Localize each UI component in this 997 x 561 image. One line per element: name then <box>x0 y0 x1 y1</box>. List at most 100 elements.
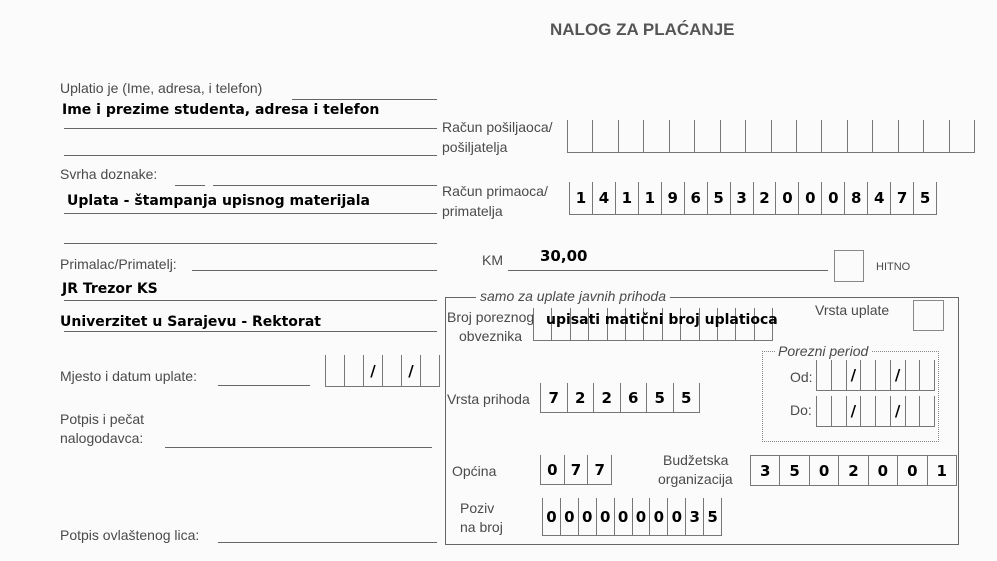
digit-cell[interactable]: 0 <box>595 498 614 535</box>
digit-cell[interactable]: 4 <box>591 182 615 214</box>
digit-cell[interactable] <box>719 120 745 152</box>
digit-cell[interactable]: 0 <box>667 498 685 535</box>
digit-cell[interactable] <box>624 308 643 340</box>
digit-cell[interactable]: 5 <box>703 498 723 535</box>
digit-cell[interactable]: 0 <box>867 456 897 485</box>
urgent-checkbox[interactable] <box>834 250 864 282</box>
digit-cell[interactable]: 2 <box>593 383 620 412</box>
digit-cell[interactable]: 0 <box>613 498 632 535</box>
digit-cell[interactable] <box>698 308 717 340</box>
digit-cell[interactable]: 0 <box>649 498 667 535</box>
digit-cell[interactable] <box>875 396 890 426</box>
digit-cell[interactable] <box>606 308 625 340</box>
digit-cell[interactable] <box>420 355 440 386</box>
digit-cell[interactable]: 0 <box>798 182 821 214</box>
digit-cell[interactable]: 0 <box>897 456 926 485</box>
to-date-boxes[interactable]: / / <box>816 396 935 427</box>
digit-cell[interactable] <box>382 355 401 386</box>
digit-cell[interactable]: 7 <box>563 455 588 484</box>
digit-cell[interactable] <box>344 355 363 386</box>
digit-cell[interactable] <box>770 120 796 152</box>
digit-cell[interactable] <box>588 308 606 340</box>
taxpayer-boxes[interactable] <box>533 308 774 341</box>
digit-cell[interactable] <box>830 360 846 390</box>
digit-cell[interactable] <box>617 120 643 152</box>
digit-cell[interactable]: 5 <box>706 182 730 214</box>
digit-cell[interactable] <box>735 308 753 340</box>
digit-cell[interactable] <box>860 396 875 426</box>
digit-cell[interactable]: 5 <box>646 383 673 412</box>
amount-field[interactable]: 30,00 <box>540 247 588 265</box>
digit-cell[interactable]: / <box>845 396 861 426</box>
digit-cell[interactable]: 8 <box>844 182 867 214</box>
digit-cell[interactable] <box>904 360 920 390</box>
digit-cell[interactable] <box>923 120 948 152</box>
digit-cell[interactable]: / <box>363 355 382 386</box>
digit-cell[interactable]: 1 <box>569 182 592 214</box>
digit-cell[interactable]: 0 <box>775 182 798 214</box>
digit-cell[interactable]: 1 <box>637 182 661 214</box>
digit-cell[interactable] <box>860 360 875 390</box>
digit-cell[interactable]: 0 <box>540 455 564 484</box>
digit-cell[interactable] <box>745 120 770 152</box>
digit-cell[interactable] <box>661 308 680 340</box>
digit-cell[interactable] <box>846 120 872 152</box>
digit-cell[interactable]: 5 <box>913 182 937 214</box>
payer-field[interactable]: Ime i prezime studenta, adresa i telefon <box>62 102 380 118</box>
digit-cell[interactable] <box>897 120 923 152</box>
digit-cell[interactable]: 0 <box>559 498 578 535</box>
digit-cell[interactable] <box>816 396 831 426</box>
digit-cell[interactable] <box>680 308 698 340</box>
digit-cell[interactable] <box>830 396 846 426</box>
digit-cell[interactable]: 1 <box>614 182 638 214</box>
digit-cell[interactable] <box>716 308 735 340</box>
digit-cell[interactable]: 0 <box>542 498 560 535</box>
digit-cell[interactable]: 1 <box>926 456 957 485</box>
digit-cell[interactable]: / <box>845 360 861 390</box>
digit-cell[interactable] <box>919 360 935 390</box>
digit-cell[interactable]: 3 <box>729 182 753 214</box>
digit-cell[interactable]: 0 <box>821 182 844 214</box>
digit-cell[interactable] <box>948 120 975 152</box>
from-date-boxes[interactable]: / / <box>816 360 935 391</box>
payment-type-box[interactable] <box>913 300 944 331</box>
digit-cell[interactable]: 0 <box>808 456 838 485</box>
digit-cell[interactable] <box>753 308 774 340</box>
digit-cell[interactable]: 4 <box>867 182 890 214</box>
recipient-field-1[interactable]: JR Trezor KS <box>62 281 158 297</box>
digit-cell[interactable] <box>643 120 668 152</box>
digit-cell[interactable]: 7 <box>587 455 613 484</box>
recipient-field-2[interactable]: Univerzitet u Sarajevu - Rektorat <box>60 314 321 330</box>
digit-cell[interactable] <box>551 308 569 340</box>
sender-account-boxes[interactable] <box>567 120 975 153</box>
digit-cell[interactable]: 0 <box>631 498 650 535</box>
digit-cell[interactable] <box>533 308 551 340</box>
digit-cell[interactable]: 5 <box>672 383 700 412</box>
digit-cell[interactable] <box>592 120 617 152</box>
digit-cell[interactable] <box>643 308 661 340</box>
digit-cell[interactable]: 2 <box>566 383 594 412</box>
digit-cell[interactable]: 0 <box>577 498 596 535</box>
digit-cell[interactable] <box>569 308 588 340</box>
digit-cell[interactable] <box>795 120 821 152</box>
purpose-field[interactable]: Uplata - štampanja upisnog materijala <box>67 193 370 209</box>
digit-cell[interactable]: 5 <box>779 456 808 485</box>
digit-cell[interactable] <box>694 120 719 152</box>
digit-cell[interactable]: 7 <box>540 383 567 412</box>
digit-cell[interactable]: 7 <box>890 182 913 214</box>
digit-cell[interactable]: 3 <box>750 456 779 485</box>
digit-cell[interactable] <box>668 120 694 152</box>
digit-cell[interactable] <box>872 120 897 152</box>
digit-cell[interactable]: 9 <box>660 182 684 214</box>
digit-cell[interactable] <box>821 120 846 152</box>
digit-cell[interactable]: 6 <box>683 182 707 214</box>
digit-cell[interactable]: 2 <box>752 182 776 214</box>
digit-cell[interactable]: / <box>401 355 420 386</box>
digit-cell[interactable] <box>904 396 920 426</box>
digit-cell[interactable] <box>919 396 935 426</box>
